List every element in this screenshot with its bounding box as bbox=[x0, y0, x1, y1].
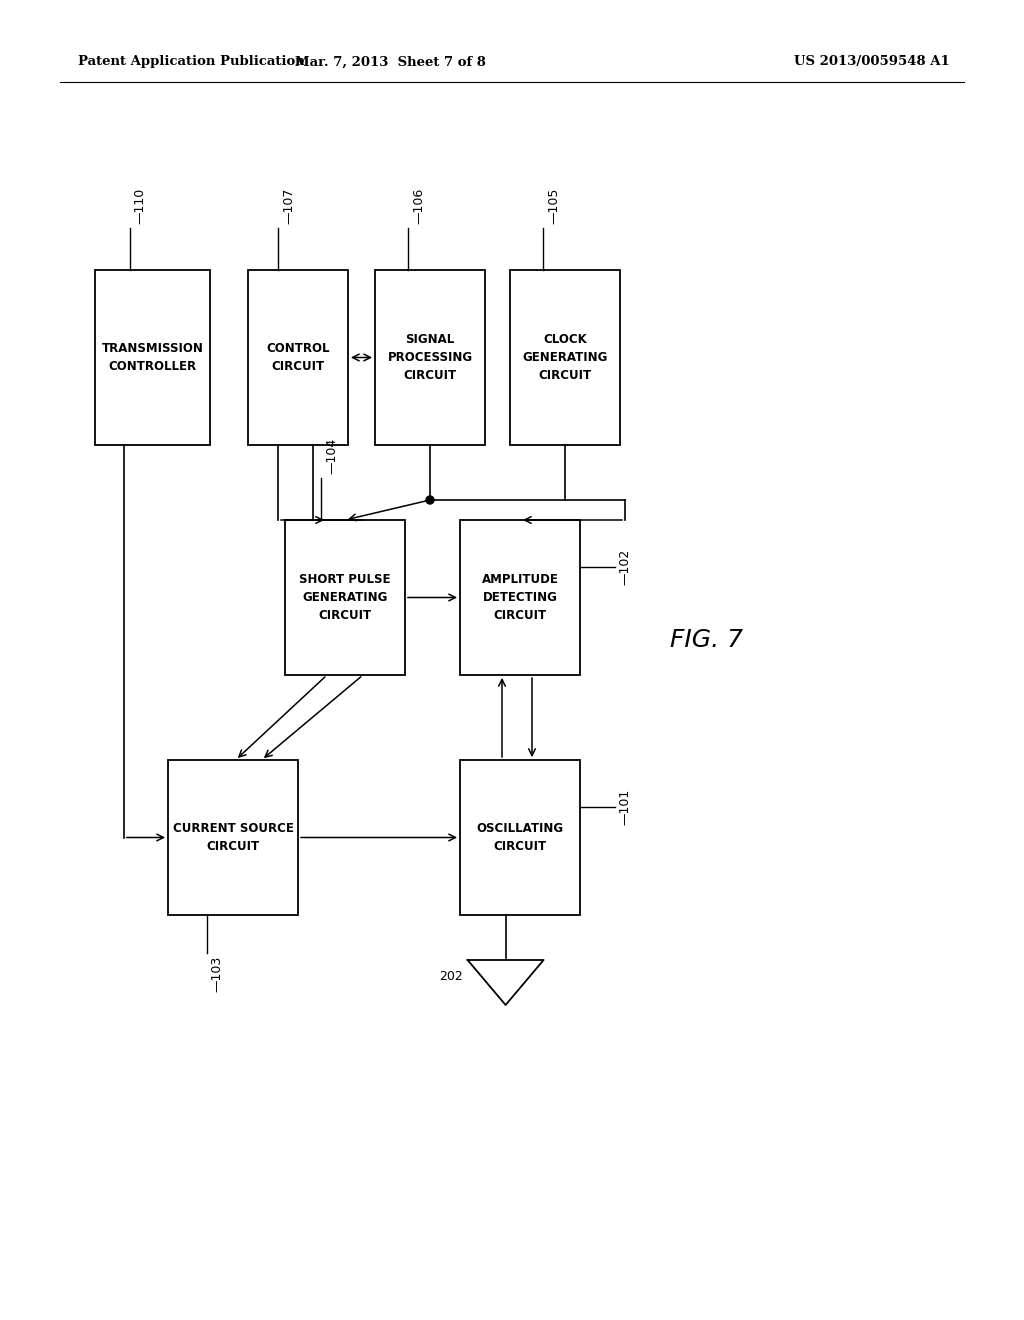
Text: —107: —107 bbox=[282, 187, 295, 224]
Text: CIRCUIT: CIRCUIT bbox=[494, 609, 547, 622]
Circle shape bbox=[426, 496, 434, 504]
Text: —102: —102 bbox=[618, 548, 631, 585]
Text: CIRCUIT: CIRCUIT bbox=[403, 370, 457, 381]
Text: PROCESSING: PROCESSING bbox=[387, 351, 472, 364]
Bar bbox=[248, 271, 348, 445]
Text: SHORT PULSE: SHORT PULSE bbox=[299, 573, 391, 586]
Text: CIRCUIT: CIRCUIT bbox=[494, 840, 547, 853]
Text: CIRCUIT: CIRCUIT bbox=[207, 840, 259, 853]
Text: Patent Application Publication: Patent Application Publication bbox=[78, 55, 305, 69]
Text: OSCILLATING: OSCILLATING bbox=[476, 822, 563, 836]
Text: CONTROLLER: CONTROLLER bbox=[109, 360, 197, 374]
Text: CIRCUIT: CIRCUIT bbox=[318, 609, 372, 622]
Text: —103: —103 bbox=[210, 956, 223, 993]
Text: SIGNAL: SIGNAL bbox=[406, 333, 455, 346]
Text: DETECTING: DETECTING bbox=[482, 591, 557, 605]
Text: GENERATING: GENERATING bbox=[302, 591, 388, 605]
Text: GENERATING: GENERATING bbox=[522, 351, 607, 364]
Text: —101: —101 bbox=[618, 788, 631, 825]
Text: —104: —104 bbox=[325, 438, 338, 474]
Bar bbox=[460, 760, 580, 915]
Text: CIRCUIT: CIRCUIT bbox=[271, 360, 325, 374]
Bar bbox=[375, 271, 485, 445]
Text: CURRENT SOURCE: CURRENT SOURCE bbox=[173, 822, 294, 836]
Text: Mar. 7, 2013  Sheet 7 of 8: Mar. 7, 2013 Sheet 7 of 8 bbox=[295, 55, 485, 69]
Text: —110: —110 bbox=[133, 187, 146, 224]
Bar bbox=[285, 520, 406, 675]
Bar bbox=[460, 520, 580, 675]
Text: TRANSMISSION: TRANSMISSION bbox=[101, 342, 204, 355]
Text: AMPLITUDE: AMPLITUDE bbox=[481, 573, 558, 586]
Text: —106: —106 bbox=[412, 187, 425, 224]
Text: —105: —105 bbox=[547, 187, 560, 224]
Text: CIRCUIT: CIRCUIT bbox=[539, 370, 592, 381]
Text: 202: 202 bbox=[439, 970, 463, 983]
Bar bbox=[168, 760, 298, 915]
Text: FIG. 7: FIG. 7 bbox=[670, 628, 743, 652]
Text: CONTROL: CONTROL bbox=[266, 342, 330, 355]
Bar bbox=[510, 271, 620, 445]
Text: CLOCK: CLOCK bbox=[543, 333, 587, 346]
Text: US 2013/0059548 A1: US 2013/0059548 A1 bbox=[795, 55, 950, 69]
Bar bbox=[95, 271, 210, 445]
